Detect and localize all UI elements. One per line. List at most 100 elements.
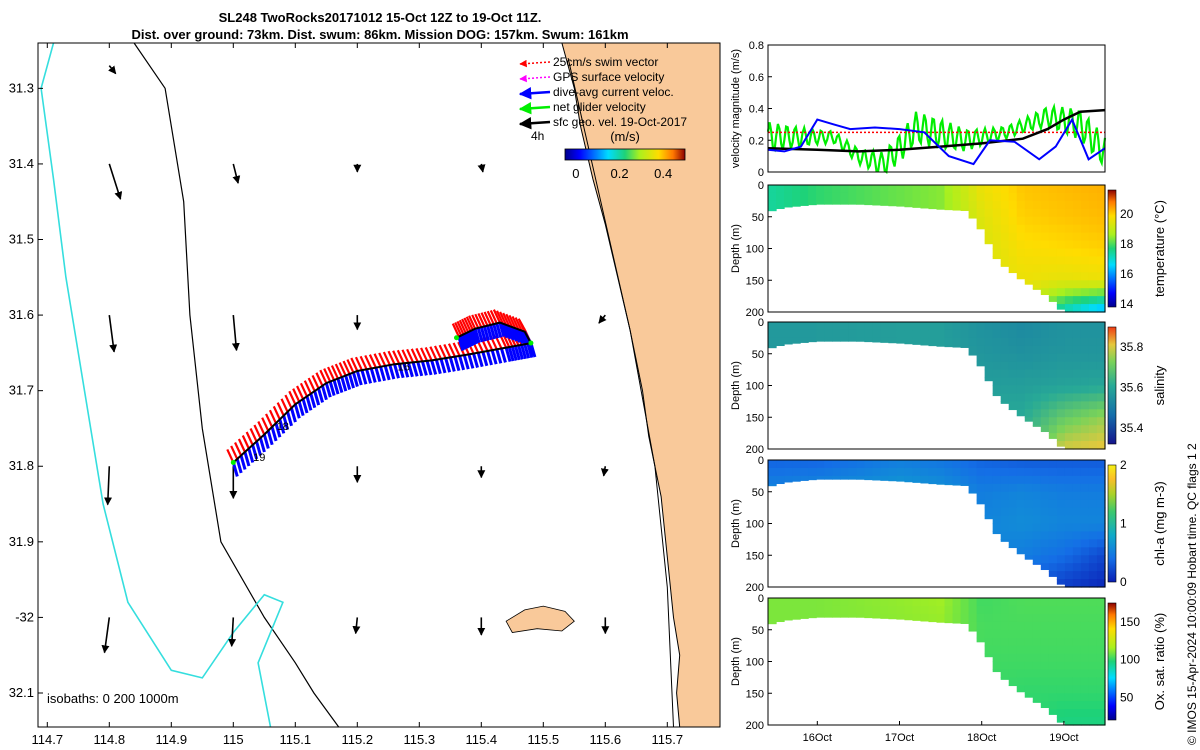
salinity-panel-cell (792, 337, 801, 344)
map-x-tick-label: 115.4 (466, 732, 498, 747)
temperature-panel-cell (1008, 216, 1018, 226)
chla-panel-cell (1088, 515, 1098, 525)
chla-panel-cell (1072, 571, 1082, 580)
salinity-panel-cell (1016, 369, 1026, 379)
temperature-panel-cell (1008, 224, 1018, 234)
oxygen-panel-cell (984, 653, 994, 658)
salinity-panel-cell (1064, 393, 1074, 402)
temperature-panel-cell (1016, 248, 1026, 258)
oxygen-panel-cell (960, 605, 970, 615)
salinity-panel-cell (1088, 425, 1098, 434)
salinity-panel-cell (944, 345, 954, 348)
salinity-panel-cell (1080, 385, 1090, 395)
salinity-panel-cell (976, 361, 986, 367)
oxygen-panel-cell (1096, 701, 1106, 710)
chla-panel-cell (1024, 467, 1034, 477)
salinity-panel-cell (1080, 377, 1090, 387)
swim-vector (249, 428, 258, 442)
salinity-panel-cell (1040, 361, 1050, 371)
salinity-panel-cell (800, 329, 809, 339)
oxygen-panel-cell (976, 605, 986, 615)
salinity-panel-cell (1072, 409, 1082, 418)
oxygen-panel-cell (1088, 598, 1098, 607)
salinity-panel-cell (1096, 377, 1106, 387)
salinity-panel-cell (1056, 377, 1066, 387)
oxygen-panel: 0 50 100 150 200 Depth (m) (730, 593, 1106, 732)
glider-track-map: 19 18 16 114.7 114.8 114.9 115 115.1 115.2 115.3 1… (9, 42, 721, 747)
salinity-panel-cell (1032, 417, 1042, 426)
salinity-panel-cell (864, 322, 873, 331)
salinity-panel-colorbar-tick: 35.8 (1120, 340, 1144, 354)
salinity-panel-cell (1048, 377, 1058, 387)
map-y-tick-label: 31.4 (9, 156, 34, 171)
oxygen-panel-cell (872, 613, 881, 619)
chla-panel-cell (848, 467, 857, 477)
dive-avg-vector (235, 458, 243, 474)
dive-avg-vector (247, 448, 255, 463)
temperature-panel-cell (1040, 185, 1050, 194)
oxygen-panel-cell (1096, 653, 1106, 663)
swim-vector (420, 347, 429, 362)
dive-avg-vector (466, 331, 474, 347)
chla-panel-cell (968, 467, 978, 477)
chla-panel-cell (1024, 499, 1034, 509)
salinity-panel-cell (776, 337, 785, 347)
oxygen-panel-cell (816, 613, 825, 618)
salinity-panel-cell (1008, 361, 1018, 371)
salinity-panel-cell (1072, 353, 1082, 363)
salinity-panel-colorbar-label: salinity (1152, 365, 1167, 405)
chla-panel-cell (1088, 499, 1098, 509)
temperature-panel-cell (952, 200, 962, 210)
temperature-panel-cell (768, 185, 777, 194)
temperature-panel-cell (1056, 288, 1066, 297)
chla-panel-cell (888, 475, 897, 482)
chla-panel-cell (1008, 499, 1018, 509)
oxygen-panel-cell (1096, 645, 1106, 655)
temperature-panel-cell (1080, 185, 1090, 194)
swim-vector (410, 348, 419, 363)
chla-panel-cell (1008, 515, 1018, 525)
salinity-panel-cell (1080, 322, 1090, 331)
oxygen-panel-cell (1024, 677, 1034, 686)
oxygen-panel-cell (1064, 709, 1074, 718)
chla-panel-cell (816, 475, 825, 480)
oxygen-panel-cell (776, 598, 785, 607)
chla-panel-cell (1088, 571, 1098, 580)
chla-panel-cell (952, 460, 962, 469)
oxygen-panel-cell (1096, 605, 1106, 615)
temperature-panel-cell (1056, 248, 1066, 258)
chla-panel-cell (1008, 539, 1018, 548)
salinity-panel-cell (984, 353, 994, 363)
oxygen-panel-cell (928, 598, 938, 607)
salinity-panel-cell (1072, 329, 1082, 339)
chla-panel-cell (808, 467, 817, 477)
oxygen-panel-y-tick-label: 100 (746, 657, 764, 669)
temperature-panel-cell (1048, 185, 1058, 194)
temperature-panel-cell (1040, 248, 1050, 258)
salinity-panel-cell (1072, 425, 1082, 434)
oxygen-panel-cell (1040, 669, 1050, 678)
dive-avg-vector (425, 360, 433, 376)
oxygen-panel-cell (1080, 685, 1090, 694)
chla-panel-cell (1064, 555, 1074, 564)
chla-panel-cell (1064, 499, 1074, 509)
dive-avg-vector (507, 346, 515, 362)
velocity-panel-border (767, 44, 1106, 173)
temperature-panel-cell (976, 200, 986, 210)
temperature-panel-cell (1016, 192, 1026, 202)
chla-panel-cell (1080, 571, 1090, 580)
salinity-panel-cell (816, 337, 825, 342)
salinity-panel-cell (1072, 361, 1082, 371)
temperature-panel-cell (864, 200, 873, 206)
oxygen-panel-cell (1048, 701, 1058, 710)
legend-label-1: GPS surface velocity (553, 70, 664, 84)
temperature-panel-cell (808, 200, 817, 206)
oxygen-panel-cell (1016, 605, 1026, 615)
salinity-panel-cell (784, 337, 793, 345)
dive-avg-vector (262, 434, 270, 449)
chla-panel-cell (1016, 475, 1026, 485)
salinity-panel-cell (1024, 385, 1034, 395)
chla-panel-cell (1096, 579, 1106, 588)
chla-panel-cell (1040, 499, 1050, 509)
oxygen-panel-cell (1040, 685, 1050, 694)
